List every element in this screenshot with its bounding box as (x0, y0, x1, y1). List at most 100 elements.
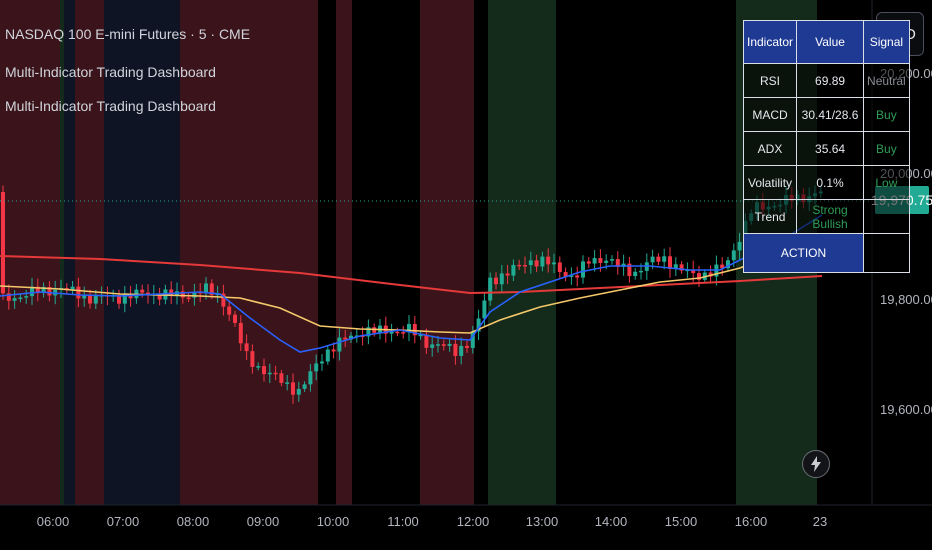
time-axis-label: 13:00 (525, 514, 559, 529)
candle-body (244, 343, 249, 352)
regime-zone (75, 0, 104, 505)
candle-body (117, 295, 121, 304)
time-axis-label: 10:00 (316, 514, 350, 529)
candle-body (320, 361, 324, 364)
candle-body (325, 349, 330, 362)
time-axis-label: 08:00 (176, 514, 210, 529)
regime-zone (180, 0, 220, 505)
candle-body (343, 337, 348, 340)
indicator-signal (863, 199, 910, 234)
indicator-legend-1[interactable]: Multi-Indicator Trading Dashboard (5, 64, 216, 80)
candle-body (430, 344, 435, 348)
dashboard-header-value: Value (796, 20, 865, 64)
indicator-name: MACD (742, 97, 798, 132)
indicator-legend-2[interactable]: Multi-Indicator Trading Dashboard (5, 98, 216, 114)
candle-body (250, 351, 255, 367)
candle-body (389, 331, 394, 334)
candle-body (93, 295, 98, 304)
lightning-icon[interactable] (802, 450, 830, 478)
indicator-name: Volatility (742, 165, 798, 200)
indicator-value: Strong Bullish (796, 199, 865, 234)
candle-body (459, 345, 464, 356)
time-axis-label: 12:00 (456, 514, 490, 529)
time-axis-label: 14:00 (594, 514, 628, 529)
candle-body (30, 286, 34, 297)
candle-body (610, 259, 614, 261)
indicator-value: 35.64 (796, 131, 865, 166)
candle-body (35, 286, 40, 294)
regime-zone (488, 0, 556, 505)
candle-body (285, 382, 290, 384)
candle-body (337, 337, 342, 352)
candle-body (6, 293, 11, 301)
candle-body (192, 291, 197, 298)
candle-body (64, 287, 69, 290)
candle-body (169, 289, 174, 296)
candle-body (720, 264, 725, 269)
ema-slow-line (0, 255, 823, 295)
candle-body (581, 261, 585, 278)
regime-zone (220, 0, 318, 505)
candle-body (140, 289, 145, 293)
indicator-dashboard: Indicator Value Signal RSI 69.89 Neutral… (742, 20, 910, 273)
candle-body (308, 371, 313, 385)
candle-body (233, 314, 237, 323)
dashboard-row-macd: MACD 30.41/28.6 Buy (742, 97, 910, 132)
candle-body (656, 256, 661, 262)
regime-zone (60, 0, 64, 505)
candle-body (505, 273, 510, 276)
candle-body (296, 388, 301, 395)
candle-body (424, 334, 429, 348)
candle-body (273, 372, 278, 375)
dashboard-row-trend: Trend Strong Bullish (742, 199, 910, 234)
candle-body (180, 291, 185, 298)
candle-body (221, 293, 226, 307)
indicator-value: 69.89 (796, 63, 865, 98)
candle-body (494, 277, 498, 285)
candle-body (256, 366, 261, 368)
candle-body (12, 298, 17, 301)
candle-body (557, 262, 562, 273)
candle-body (546, 256, 551, 265)
candle-body (209, 283, 214, 295)
candle-body (447, 343, 452, 346)
candle-body (302, 384, 307, 389)
candle-body (470, 331, 475, 348)
candle-body (401, 332, 406, 334)
candle-body (262, 366, 266, 375)
candle-body (633, 271, 638, 277)
candle-body (412, 324, 417, 336)
dashboard-header-indicator: Indicator (742, 20, 798, 64)
candle-body (488, 277, 493, 301)
candle-body (436, 344, 440, 346)
candle-body (731, 250, 736, 261)
candle-body (482, 300, 487, 319)
candle-body (615, 259, 620, 267)
candle-body (569, 275, 574, 277)
candle-body (737, 241, 742, 251)
candle-body (1, 192, 5, 294)
time-axis-label: 09:00 (246, 514, 280, 529)
candle-body (453, 343, 458, 356)
candle-body (122, 294, 127, 304)
candle-body (279, 373, 284, 383)
candle-body (563, 272, 568, 277)
candle-body (650, 256, 655, 263)
candle-body (673, 264, 678, 269)
candle-body (24, 296, 29, 298)
dashboard-row-adx: ADX 35.64 Buy (742, 131, 910, 166)
regime-zone (104, 0, 180, 505)
indicator-name: Trend (742, 199, 798, 234)
candle-body (291, 382, 295, 395)
symbol-title[interactable]: NASDAQ 100 E-mini Futures · 5 · CME (5, 26, 251, 42)
candle-body (708, 272, 713, 277)
regime-zone (0, 0, 60, 505)
indicator-signal: Neutral (863, 63, 910, 98)
candle-body (349, 335, 353, 340)
time-axis-label: 16:00 (734, 514, 768, 529)
candle-body (18, 297, 23, 300)
price-axis-label: 19,800.00 (880, 292, 932, 307)
indicator-value: 0.1% (796, 165, 865, 200)
candle-body (407, 324, 411, 333)
action-label: ACTION (742, 233, 865, 273)
